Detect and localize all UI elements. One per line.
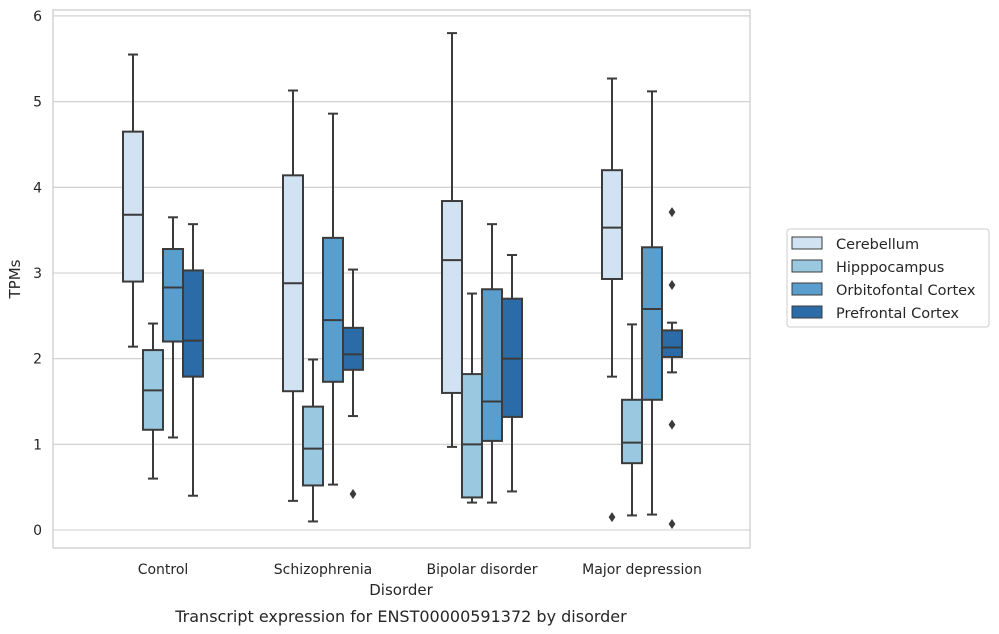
chart-caption: Transcript expression for ENST0000059137… <box>174 607 627 626</box>
box-group <box>661 207 683 530</box>
box-group <box>342 268 364 500</box>
box-group <box>601 77 623 523</box>
x-tick-labels: Control Schizophrenia Bipolar disorder Majo… <box>138 562 702 578</box>
box-group <box>441 32 463 448</box>
box-group <box>302 358 324 523</box>
boxes <box>122 32 683 530</box>
x-tick-label: Control <box>138 562 189 578</box>
x-tick-label: Bipolar disorder <box>426 562 537 578</box>
box-iqr <box>302 405 324 487</box>
box-iqr <box>481 288 503 442</box>
box-group <box>461 292 483 504</box>
legend-frame <box>786 228 990 328</box>
x-axis-label: Disorder <box>369 581 433 599</box>
box-group <box>621 323 643 517</box>
y-axis-label: TPMs <box>6 259 24 299</box>
legend-label: Orbitofontal Cortex <box>836 283 976 299</box>
box-group <box>122 53 144 348</box>
legend-swatch <box>791 305 823 319</box>
box-iqr <box>661 329 683 358</box>
x-tick-label: Schizophrenia <box>274 562 372 578</box>
y-tick-label: 6 <box>33 9 42 25</box>
y-tick-label: 4 <box>33 180 42 196</box>
legend-label: Prefrontal Cortex <box>836 306 959 322</box>
legend-swatch <box>791 282 823 296</box>
outlier-point <box>668 279 676 290</box>
box-iqr <box>342 326 364 371</box>
outlier-point <box>668 519 676 530</box>
box-group <box>501 253 523 493</box>
legend-label: Cerebellum <box>836 237 919 253</box>
box-group <box>182 223 204 497</box>
y-tick-labels: 0 1 2 3 4 5 6 <box>33 9 42 539</box>
box-iqr <box>122 130 144 283</box>
legend-swatch <box>791 236 823 250</box>
box-iqr <box>641 246 663 401</box>
box-group <box>282 89 304 502</box>
box-group <box>641 90 663 516</box>
y-tick-label: 1 <box>33 437 42 453</box>
outlier-point <box>608 512 616 523</box>
y-tick-label: 2 <box>33 352 42 368</box>
y-tick-label: 5 <box>33 95 42 111</box>
box-iqr <box>601 169 623 280</box>
x-tick-label: Major depression <box>582 562 702 578</box>
outlier-point <box>668 419 676 430</box>
box-group <box>142 322 164 480</box>
legend: Cerebellum Hipppocampus Orbitofontal Corte… <box>786 228 990 328</box>
box-iqr <box>162 248 184 343</box>
box-iqr <box>441 200 463 394</box>
legend-label: Hipppocampus <box>836 260 944 276</box>
box-iqr <box>322 236 344 383</box>
box-group <box>322 112 344 486</box>
box-iqr <box>461 373 483 499</box>
outlier-point <box>349 489 357 500</box>
box-iqr <box>621 398 643 465</box>
box-iqr <box>182 269 204 378</box>
y-tick-label: 3 <box>33 266 42 282</box>
legend-swatch <box>791 259 823 273</box>
outlier-point <box>668 207 676 218</box>
y-tick-label: 0 <box>33 523 42 539</box>
